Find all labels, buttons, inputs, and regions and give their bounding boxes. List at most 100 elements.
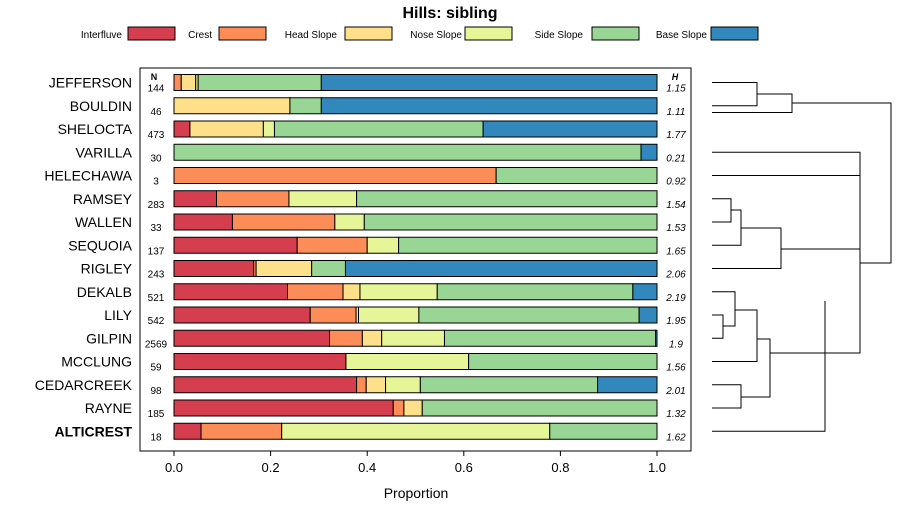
h-value: 1.65 [666,246,686,257]
bar-segment-interfluve [173,283,288,301]
bar-segment-side-slope [549,422,658,440]
h-value: 2.06 [665,270,686,281]
dendrogram-branch [712,93,793,113]
legend-base-slope-label: Base Slope [656,30,708,41]
legend-head-slope-label: Head Slope [285,30,338,41]
dendrogram-branch [770,248,861,354]
bar-segment-side-slope [468,353,658,370]
h-value: 1.62 [666,432,686,443]
legend-base-slope-swatch [710,26,759,41]
legend-head-slope-swatch [344,26,393,41]
n-value: 30 [150,153,162,164]
dendrogram-branch [712,384,742,409]
bar-segment-interfluve [173,260,255,277]
legend-side-slope-swatch [591,26,640,41]
row-label: VARILLA [75,144,132,160]
dendrogram-branch [712,209,742,246]
legend-interfluve-swatch [127,26,176,41]
h-value: 0.21 [666,153,685,164]
h-value: 1.54 [666,200,686,211]
n-value: 185 [148,409,165,420]
h-value: 1.9 [669,339,683,350]
bar-segment-crest [392,399,405,417]
bar-segment-crest [200,422,283,440]
bar-segment-head-slope [342,283,361,301]
h-value: 1.32 [666,409,686,420]
row-cedarcreek: CEDARCREEK 98 2.01 [35,376,686,397]
row-label: CEDARCREEK [35,377,133,393]
h-value: 1.53 [666,223,686,234]
bar-segment-base-slope [632,283,658,301]
bar-segment-head-slope [173,97,291,115]
row-alticrest: ALTICREST 18 1.62 [54,422,686,443]
h-value: 2.01 [665,386,685,397]
bar-segment-nose-slope [334,213,365,231]
bar-segment-head-slope [189,120,264,138]
bar-segment-side-slope [419,376,599,394]
bar-segment-side-slope [495,167,658,184]
dendrogram-branch [792,102,892,264]
bar-segment-side-slope [356,190,658,208]
row-shelocta: SHELOCTA 473 1.77 [58,120,686,141]
row-jefferson: JEFFERSON 144 1.15 [49,74,686,95]
bar-segment-head-slope [180,74,197,91]
bar-segment-interfluve [173,236,298,254]
dendrogram [712,82,892,432]
n-value: 137 [148,246,165,257]
legend-side-slope-label: Side Slope [535,30,584,41]
legend-nose-slope-label: Nose Slope [410,30,462,41]
row-label: RAMSEY [73,191,133,207]
x-tick-label: 0.6 [455,460,473,475]
row-label: JEFFERSON [49,75,132,91]
n-value: 33 [150,223,162,234]
row-label: RIGLEY [81,261,133,277]
row-wallen: WALLEN 33 1.53 [75,213,686,234]
row-label: RAYNE [85,400,132,416]
dendrogram-branch [712,314,724,339]
bar-segment-base-slope [597,376,658,394]
bar-segment-base-slope [640,143,658,161]
n-value: 243 [148,270,165,281]
dendrogram-branch [712,227,782,269]
bar-segment-crest [216,190,290,208]
bar-segment-nose-slope [381,329,445,347]
row-label: WALLEN [75,214,132,230]
bar-segment-crest [309,306,357,324]
bar-segment-side-slope [289,97,322,115]
dendrogram-branch [712,301,826,432]
h-column-header: H [672,72,679,82]
n-value: 18 [150,432,162,443]
bar-segment-interfluve [173,422,202,440]
row-label: GILPIN [86,330,132,346]
row-bouldin: BOULDIN 46 1.11 [70,97,685,118]
bar-segment-interfluve [173,399,394,417]
bar-rows: JEFFERSON 144 1.15 BOULDIN 46 1.11 SHELOCTA 473… [35,74,686,443]
bar-segment-head-slope [403,399,423,417]
bar-segment-crest [231,213,336,231]
bar-segment-interfluve [173,306,311,324]
x-tick-label: 1.0 [648,460,666,475]
bar-segment-head-slope [361,329,383,347]
row-label: LILY [104,307,132,323]
row-label: SEQUOIA [68,237,132,253]
h-value: 1.15 [666,84,686,95]
legend-interfluve-label: Interfluve [81,30,123,41]
n-value: 59 [150,363,162,374]
row-label: ALTICREST [54,423,132,439]
h-value: 1.56 [666,363,686,374]
bar-segment-interfluve [173,120,191,138]
bar-segment-base-slope [655,329,658,347]
bar-segment-side-slope [197,74,322,91]
bar-segment-side-slope [273,120,484,138]
bar-segment-base-slope [638,306,658,324]
n-value: 473 [148,130,165,141]
bar-segment-crest [287,283,344,301]
bar-segment-side-slope [398,236,658,254]
row-label: DEKALB [77,284,132,300]
bar-segment-crest [329,329,363,347]
dendrogram-branch [712,151,861,176]
row-label: MCCLUNG [61,354,132,370]
bar-segment-base-slope [320,74,658,91]
